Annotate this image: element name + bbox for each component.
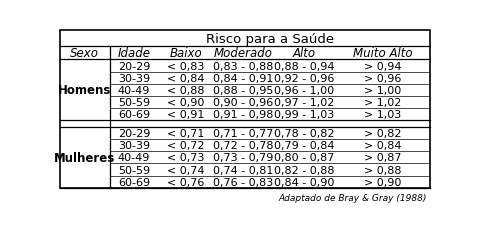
Text: > 0,88: > 0,88: [364, 165, 402, 175]
Text: < 0,76: < 0,76: [167, 177, 205, 187]
Text: 50-59: 50-59: [118, 97, 150, 107]
Text: 60-69: 60-69: [118, 177, 150, 187]
Bar: [60, 31, 430, 188]
Text: 0,78 - 0,82: 0,78 - 0,82: [274, 129, 335, 139]
Text: 0,76 - 0,83: 0,76 - 0,83: [213, 177, 273, 187]
Text: < 0,71: < 0,71: [167, 129, 205, 139]
Text: 0,74 - 0,81: 0,74 - 0,81: [213, 165, 273, 175]
Text: 0,92 - 0,96: 0,92 - 0,96: [274, 73, 335, 83]
Text: < 0,84: < 0,84: [167, 73, 205, 83]
Text: < 0,91: < 0,91: [167, 109, 205, 119]
Text: Sexo: Sexo: [70, 47, 99, 60]
Text: Baixo: Baixo: [169, 47, 202, 60]
Text: 20-29: 20-29: [118, 61, 150, 71]
Text: > 0,96: > 0,96: [364, 73, 402, 83]
Text: 0,88 - 0,95: 0,88 - 0,95: [213, 85, 273, 95]
Text: < 0,72: < 0,72: [167, 141, 205, 151]
Text: 0,73 - 0,79: 0,73 - 0,79: [213, 153, 273, 163]
Text: 60-69: 60-69: [118, 109, 150, 119]
Text: 40-49: 40-49: [118, 153, 150, 163]
Text: 0,84 - 0,91: 0,84 - 0,91: [213, 73, 273, 83]
Text: Alto: Alto: [293, 47, 316, 60]
Text: > 0,84: > 0,84: [364, 141, 402, 151]
Text: 20-29: 20-29: [118, 129, 150, 139]
Text: > 1,03: > 1,03: [364, 109, 402, 119]
Text: < 0,90: < 0,90: [167, 97, 205, 107]
Text: > 0,90: > 0,90: [364, 177, 402, 187]
Text: > 1,00: > 1,00: [364, 85, 402, 95]
Text: < 0,83: < 0,83: [167, 61, 205, 71]
Text: 30-39: 30-39: [118, 141, 150, 151]
Text: Idade: Idade: [117, 47, 151, 60]
Text: 0,96 - 1,00: 0,96 - 1,00: [274, 85, 334, 95]
Text: 0,90 - 0,96: 0,90 - 0,96: [213, 97, 273, 107]
Text: 0,91 - 0,98: 0,91 - 0,98: [213, 109, 273, 119]
Text: > 0,82: > 0,82: [364, 129, 402, 139]
Text: Adaptado de Bray & Gray (1988): Adaptado de Bray & Gray (1988): [278, 193, 426, 202]
Text: 30-39: 30-39: [118, 73, 150, 83]
Text: > 0,87: > 0,87: [364, 153, 402, 163]
Text: > 1,02: > 1,02: [364, 97, 402, 107]
Text: 0,72 - 0,78: 0,72 - 0,78: [213, 141, 273, 151]
Text: 0,88 - 0,94: 0,88 - 0,94: [274, 61, 335, 71]
Text: < 0,73: < 0,73: [167, 153, 205, 163]
Text: 40-49: 40-49: [118, 85, 150, 95]
Text: Risco para a Saúde: Risco para a Saúde: [206, 33, 334, 46]
Text: < 0,74: < 0,74: [167, 165, 205, 175]
Text: 0,79 - 0,84: 0,79 - 0,84: [274, 141, 335, 151]
Text: 0,71 - 0,77: 0,71 - 0,77: [213, 129, 273, 139]
Text: 50-59: 50-59: [118, 165, 150, 175]
Text: Homens: Homens: [58, 84, 111, 97]
Text: Moderado: Moderado: [214, 47, 272, 60]
Text: 0,99 - 1,03: 0,99 - 1,03: [274, 109, 335, 119]
Text: Muito Alto: Muito Alto: [353, 47, 413, 60]
Text: Mulheres: Mulheres: [54, 151, 115, 164]
Text: < 0,88: < 0,88: [167, 85, 205, 95]
Text: 0,83 - 0,88: 0,83 - 0,88: [213, 61, 273, 71]
Text: 0,97 - 1,02: 0,97 - 1,02: [274, 97, 335, 107]
Text: 0,80 - 0,87: 0,80 - 0,87: [274, 153, 335, 163]
Text: > 0,94: > 0,94: [364, 61, 402, 71]
Text: 0,82 - 0,88: 0,82 - 0,88: [274, 165, 335, 175]
Text: 0,84 - 0,90: 0,84 - 0,90: [274, 177, 335, 187]
